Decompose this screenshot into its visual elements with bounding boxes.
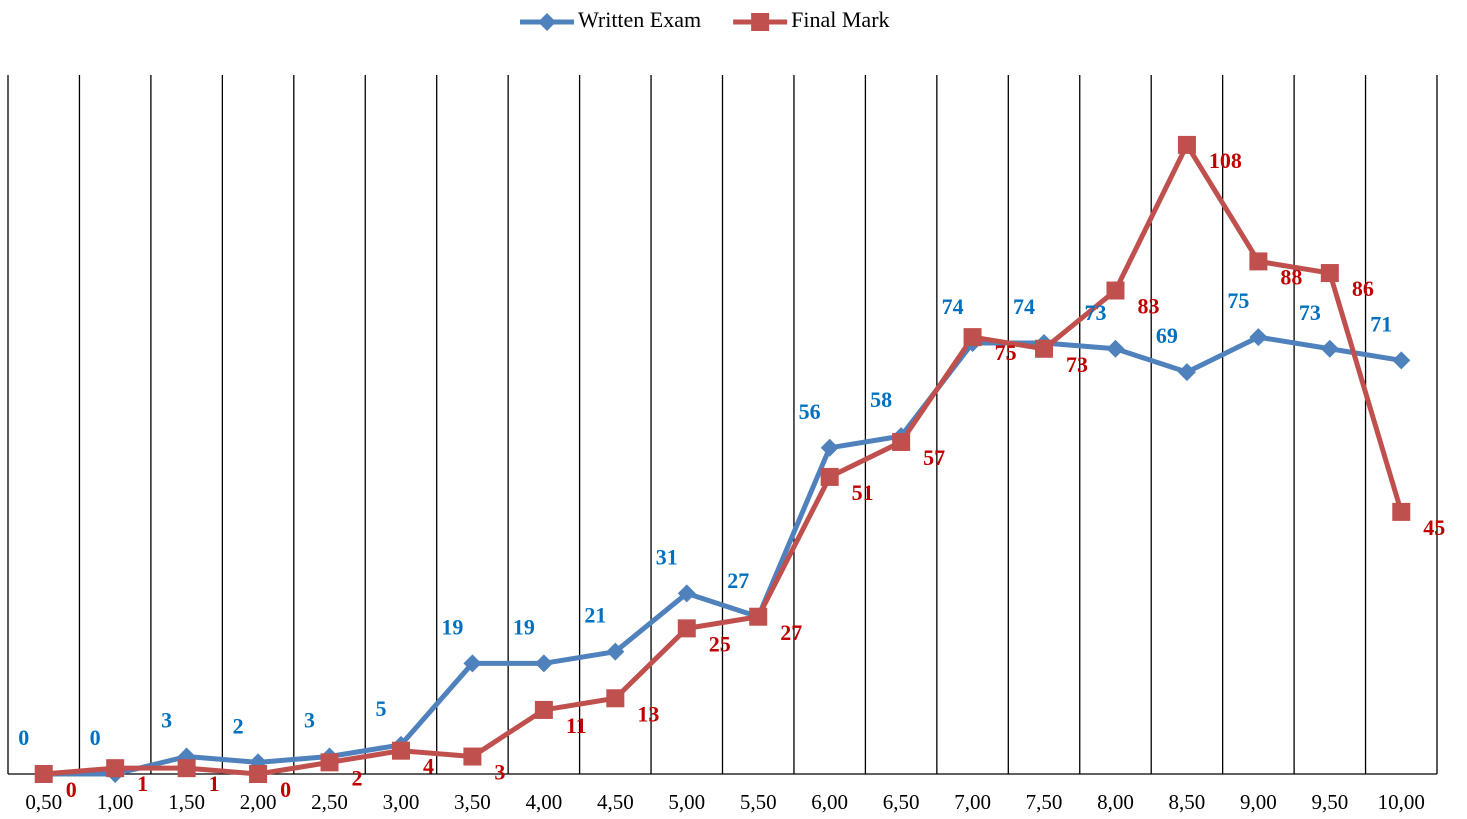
marker <box>677 619 696 638</box>
data-label: 74 <box>942 294 964 319</box>
data-label: 21 <box>584 603 606 628</box>
x-tick-label: 7,00 <box>954 790 991 814</box>
marker <box>1249 252 1268 271</box>
x-tick-label: 4,00 <box>526 790 563 814</box>
marker <box>177 759 196 778</box>
marker <box>606 642 625 661</box>
data-label: 74 <box>1013 294 1035 319</box>
marker <box>463 654 482 673</box>
x-tick-label: 8,00 <box>1097 790 1134 814</box>
data-label: 73 <box>1066 352 1088 377</box>
marker <box>534 700 553 719</box>
x-tick-label: 5,00 <box>668 790 705 814</box>
data-label: 71 <box>1370 311 1392 336</box>
data-label: 0 <box>18 725 29 750</box>
data-label: 86 <box>1352 276 1374 301</box>
data-label: 51 <box>852 480 874 505</box>
data-label: 19 <box>513 614 535 639</box>
x-tick-label: 5,50 <box>740 790 777 814</box>
marker <box>1035 339 1054 358</box>
marker <box>1177 135 1196 154</box>
series-line <box>43 142 1404 777</box>
marker <box>1320 339 1339 358</box>
marker <box>1320 264 1339 283</box>
data-label: 58 <box>870 387 892 412</box>
data-label: 73 <box>1299 300 1321 325</box>
marker <box>463 747 482 766</box>
x-tick-label: 1,00 <box>97 790 134 814</box>
data-label: 13 <box>637 701 659 726</box>
data-label: 69 <box>1156 323 1178 348</box>
x-tick-label: 2,50 <box>311 790 348 814</box>
marker <box>1392 502 1411 521</box>
data-label: 83 <box>1137 294 1159 319</box>
x-tick-label: 0,50 <box>25 790 62 814</box>
data-label: 45 <box>1423 515 1445 540</box>
data-label: 3 <box>494 760 505 785</box>
data-label: 108 <box>1209 148 1242 173</box>
marker <box>749 607 768 626</box>
x-tick-label: 7,50 <box>1026 790 1063 814</box>
x-tick-label: 10,00 <box>1378 790 1425 814</box>
x-tick-label: 2,00 <box>240 790 277 814</box>
data-label: 2 <box>352 765 363 790</box>
marker <box>820 467 839 486</box>
marker <box>606 689 625 708</box>
data-label: 31 <box>656 544 678 569</box>
data-label: 4 <box>423 754 434 779</box>
marker <box>249 765 268 783</box>
x-tick-label: 6,00 <box>811 790 848 814</box>
data-label: 88 <box>1280 264 1302 289</box>
x-tick-label: 6,50 <box>883 790 920 814</box>
data-label: 3 <box>304 708 315 733</box>
data-label: 57 <box>923 445 945 470</box>
data-label: 75 <box>995 340 1017 365</box>
data-label: 56 <box>799 399 821 424</box>
marker <box>751 13 770 31</box>
marker <box>1249 328 1268 347</box>
x-tick-label: 9,50 <box>1311 790 1348 814</box>
data-label: 25 <box>709 631 731 656</box>
x-tick-label: 3,00 <box>383 790 420 814</box>
data-label: 2 <box>233 713 244 738</box>
marker <box>106 759 125 778</box>
marker <box>391 741 410 760</box>
x-tick-label: 1,50 <box>168 790 205 814</box>
marker <box>1106 281 1125 300</box>
data-label: 11 <box>566 713 587 738</box>
marker <box>677 584 696 603</box>
marker <box>820 438 839 457</box>
marker <box>1106 339 1125 358</box>
data-label: 0 <box>280 777 291 802</box>
data-label: 75 <box>1227 288 1249 313</box>
x-tick-label: 3,50 <box>454 790 491 814</box>
legend-label: Final Mark <box>791 7 889 32</box>
legend-label: Written Exam <box>578 7 701 32</box>
x-tick-label: 8,50 <box>1169 790 1206 814</box>
marker <box>1392 351 1411 370</box>
data-label: 19 <box>441 614 463 639</box>
data-label: 1 <box>137 771 148 796</box>
series-line <box>43 334 1402 777</box>
marker <box>534 654 553 673</box>
data-label: 27 <box>780 620 802 645</box>
data-label: 0 <box>66 777 77 802</box>
data-label: 0 <box>90 725 101 750</box>
marker <box>1177 363 1196 382</box>
data-label: 5 <box>375 696 386 721</box>
x-tick-label: 9,00 <box>1240 790 1277 814</box>
data-label: 27 <box>727 568 749 593</box>
marker <box>538 13 556 31</box>
marker <box>34 765 53 783</box>
marker <box>892 432 911 451</box>
marker <box>320 753 339 772</box>
marker <box>963 328 982 347</box>
data-label: 3 <box>161 708 172 733</box>
data-label: 1 <box>209 771 220 796</box>
x-tick-label: 4,50 <box>597 790 634 814</box>
data-label: 73 <box>1084 300 1106 325</box>
